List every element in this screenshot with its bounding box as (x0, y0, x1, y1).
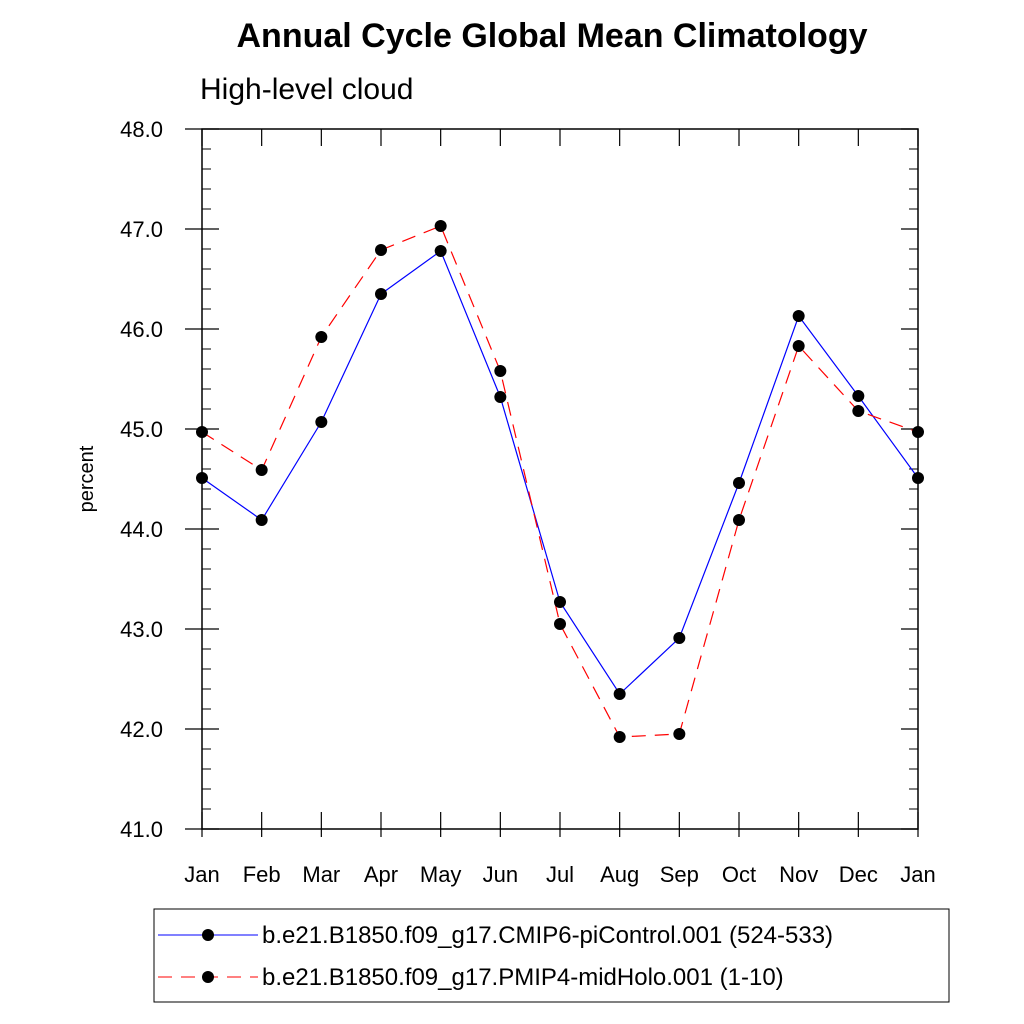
legend-marker-0 (202, 929, 214, 941)
x-tick-label: Dec (839, 862, 878, 887)
series-lines (201, 225, 919, 738)
series-1-point (852, 405, 865, 417)
series-1-point (494, 365, 507, 377)
x-tick-label: Jul (546, 862, 574, 887)
y-tick-labels: 41.0 42.0 43.0 44.0 45.0 46.0 47.0 48.0 (120, 117, 163, 842)
series-1-point (434, 220, 447, 232)
y-tick-label: 48.0 (120, 117, 163, 142)
legend-label-1: b.e21.B1850.f09_g17.PMIP4-midHolo.001 (1… (262, 964, 784, 991)
series-1-point (255, 464, 268, 476)
chart-subtitle: High-level cloud (200, 73, 413, 106)
series-0-point (255, 514, 268, 526)
y-tick-label: 44.0 (120, 517, 163, 542)
x-tick-label: Apr (364, 862, 398, 887)
x-tick-label: Jun (483, 862, 518, 887)
y-axis-label: percent (76, 445, 98, 512)
x-tick-label: Aug (600, 862, 639, 887)
series-1-point (554, 618, 566, 630)
series-0-point (613, 688, 626, 700)
series-0-point (912, 472, 924, 484)
series-1-point (792, 340, 805, 352)
x-tick-label: Jan (184, 862, 219, 887)
chart-title: Annual Cycle Global Mean Climatology (237, 17, 868, 55)
y-tick-label: 43.0 (120, 617, 163, 642)
x-tick-labels: Jan Feb Mar Apr May Jun Jul Aug Sep Oct Nov Dec Jan (184, 862, 935, 887)
y-tick-label: 42.0 (120, 717, 163, 742)
x-tick-label: May (420, 862, 462, 887)
legend-label-0: b.e21.B1850.f09_g17.CMIP6-piControl.001 … (262, 922, 833, 949)
legend: b.e21.B1850.f09_g17.CMIP6-piControl.001 … (153, 908, 950, 1003)
series-line-1 (201, 225, 919, 738)
series-0-point (733, 477, 745, 489)
series-0-point (852, 390, 865, 402)
series-0-point (673, 632, 686, 644)
series-0-point (434, 245, 447, 257)
series-0-point (554, 596, 566, 608)
series-0-point (792, 310, 805, 322)
x-tick-label: Oct (722, 862, 756, 887)
series-1-point (912, 426, 924, 438)
axis-ticks (185, 128, 919, 837)
x-tick-label: Sep (660, 862, 699, 887)
y-tick-label: 45.0 (120, 417, 163, 442)
series-1-point (673, 728, 686, 740)
y-tick-label: 41.0 (120, 817, 163, 842)
series-0-point (315, 416, 328, 428)
series-0-point (494, 391, 507, 403)
series-1-point (315, 331, 328, 343)
legend-box (153, 908, 950, 1003)
plot-frame (201, 128, 919, 830)
series-0-point (196, 472, 208, 484)
y-tick-label: 47.0 (120, 217, 163, 242)
x-tick-label: Nov (779, 862, 818, 887)
legend-marker-1 (202, 971, 214, 983)
y-tick-label: 46.0 (120, 317, 163, 342)
series-0-point (375, 288, 387, 300)
series-1-point (196, 426, 208, 438)
x-tick-label: Feb (243, 862, 281, 887)
series-points (196, 220, 924, 743)
series-1-point (375, 244, 387, 256)
x-tick-label: Mar (302, 862, 340, 887)
series-1-point (613, 731, 626, 743)
series-1-point (733, 514, 745, 526)
x-tick-label: Jan (900, 862, 935, 887)
